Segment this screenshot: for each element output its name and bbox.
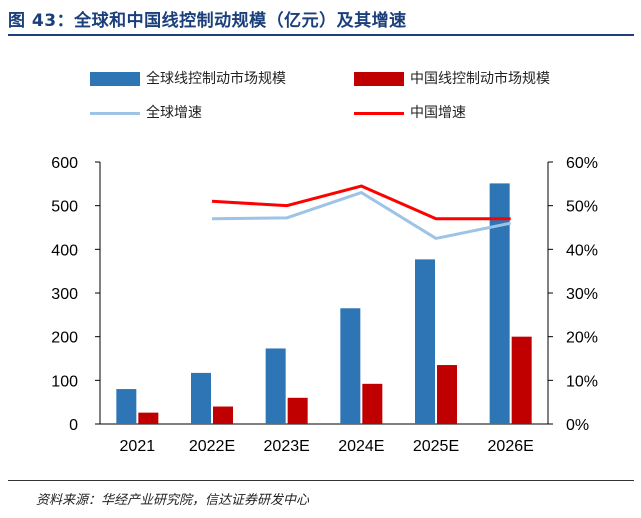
bar-china xyxy=(213,406,233,424)
right-tick-label: 60% xyxy=(566,155,598,172)
right-tick-label: 50% xyxy=(566,199,598,216)
bar-global xyxy=(265,348,286,424)
category-label: 2026E xyxy=(488,438,534,455)
bar-global xyxy=(340,308,361,424)
legend-label-global-line: 全球增速 xyxy=(146,105,202,121)
right-tick-label: 0% xyxy=(566,417,589,434)
bar-china xyxy=(511,336,532,424)
source-note: 资料来源：华经产业研究院，信达证券研发中心 xyxy=(36,493,310,508)
bar-china xyxy=(437,365,457,424)
right-tick-label: 40% xyxy=(566,242,598,259)
left-tick-label: 300 xyxy=(51,286,78,303)
legend-label-global-bar: 全球线控制动市场规模 xyxy=(146,71,286,87)
figure-title: 图 43：全球和中国线控制动规模（亿元）及其增速 xyxy=(8,11,407,31)
category-label: 2025E xyxy=(413,438,459,455)
left-tick-label: 400 xyxy=(51,242,78,259)
left-tick-label: 500 xyxy=(51,199,78,216)
legend-label-china-line: 中国增速 xyxy=(410,105,466,121)
category-label: 2023E xyxy=(264,438,310,455)
legend-label-china-bar: 中国线控制动市场规模 xyxy=(410,71,550,87)
legend-swatch-global-bar xyxy=(90,72,140,86)
bar-china xyxy=(138,412,159,424)
legend-item-china-line: 中国增速 xyxy=(354,102,466,122)
right-tick-label: 10% xyxy=(566,373,598,390)
right-tick-label: 20% xyxy=(566,330,598,347)
bar-china xyxy=(362,383,383,424)
left-tick-label: 0 xyxy=(69,417,78,434)
left-tick-label: 600 xyxy=(51,155,78,172)
bar-global xyxy=(489,183,510,424)
left-tick-label: 200 xyxy=(51,330,78,347)
line-china-growth xyxy=(211,184,511,221)
line-global-growth xyxy=(211,191,511,240)
right-tick-label: 30% xyxy=(566,286,598,303)
bar-global xyxy=(116,389,137,424)
category-label: 2022E xyxy=(189,438,235,455)
bar-global xyxy=(191,372,211,424)
category-label: 2021 xyxy=(120,438,156,455)
legend-swatch-china-bar xyxy=(354,72,404,86)
category-label: 2024E xyxy=(338,438,384,455)
bar-china xyxy=(287,397,308,424)
source-rule xyxy=(8,480,634,481)
left-tick-label: 100 xyxy=(51,373,78,390)
legend-item-china-bar: 中国线控制动市场规模 xyxy=(354,68,550,88)
title-rule xyxy=(8,34,634,36)
legend-swatch-china-line xyxy=(354,111,404,115)
legend-item-global-line: 全球增速 xyxy=(90,102,202,122)
legend-swatch-global-line xyxy=(90,111,140,115)
legend-item-global-bar: 全球线控制动市场规模 xyxy=(90,68,286,88)
bar-global xyxy=(415,259,435,424)
